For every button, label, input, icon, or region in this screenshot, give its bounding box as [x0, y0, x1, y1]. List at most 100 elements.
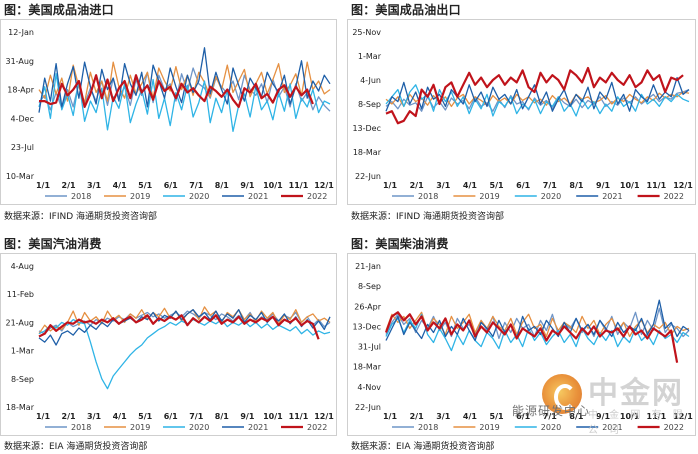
- panel-diesel: 图：美国柴油消费 21-Jan 8-Sep 26-Apr 13-Dec 31-Jul 18…: [347, 234, 698, 454]
- x-tick-label: 7/1: [189, 412, 203, 421]
- x-tick-label: 11/1: [647, 181, 667, 190]
- panel-gasoline: 图：美国汽油消费 4-Aug 11-Feb 21-Aug 1-Mar 8-Sep 18-M…: [0, 234, 338, 454]
- x-tick-label: 1/1: [383, 181, 397, 190]
- x-tick-label: 2/1: [410, 181, 424, 190]
- x-tick-label: 12/1: [673, 412, 693, 421]
- legend-label: 2018: [71, 192, 91, 201]
- x-tick-label: 5/1: [138, 412, 152, 421]
- legend-label: 2021: [248, 192, 268, 201]
- x-tick-label: 4/1: [113, 412, 127, 421]
- x-tick-label: 5/1: [490, 181, 504, 190]
- x-tick-label: 8/1: [569, 181, 583, 190]
- x-tick-label: 11/1: [647, 412, 667, 421]
- x-tick-label: 6/1: [164, 181, 178, 190]
- panel-imports: 图：美国成品油进口 12-Jan 31-Aug 18-Apr 4-Dec 23-Jul 1…: [0, 0, 338, 226]
- x-tick-label: 4/1: [113, 181, 127, 190]
- y-tick-label: 4-Dec: [11, 114, 34, 123]
- chart-frame: 12-Jan 31-Aug 18-Apr 4-Dec 23-Jul 10-Mar 1/1 2/…: [0, 19, 337, 205]
- x-tick-label: 11/1: [289, 412, 309, 421]
- chart-frame: 21-Jan 8-Sep 26-Apr 13-Dec 31-Jul 18-Mar 4-Nov…: [347, 253, 696, 436]
- legend-label: 2022: [664, 192, 684, 201]
- y-tick-label: 26-Apr: [354, 302, 381, 311]
- y-tick-label: 31-Aug: [5, 57, 34, 66]
- y-tick-label: 1-Mar: [358, 52, 382, 61]
- y-tick-label: 13-Dec: [352, 124, 381, 133]
- legend-label: 2021: [602, 192, 622, 201]
- x-tick-label: 12/1: [314, 181, 334, 190]
- series-line-2020: [38, 73, 331, 133]
- x-tick-label: 5/1: [138, 181, 152, 190]
- source-note: 数据来源：EIA 海通期货投资咨询部: [351, 442, 495, 452]
- panel-title: 图：美国柴油消费: [351, 237, 449, 251]
- x-tick-label: 7/1: [189, 181, 203, 190]
- x-tick-label: 6/1: [164, 412, 178, 421]
- x-tick-label: 4/1: [463, 181, 477, 190]
- y-tick-label: 18-Mar: [353, 363, 382, 372]
- x-tick-label: 6/1: [516, 181, 530, 190]
- legend-label: 2022: [664, 423, 684, 432]
- source-note: 数据来源：EIA 海通期货投资咨询部: [4, 442, 148, 452]
- x-tick-label: 12/1: [314, 412, 334, 421]
- legend-label: 2020: [541, 423, 561, 432]
- legend-label: 2021: [602, 423, 622, 432]
- chart-frame: 4-Aug 11-Feb 21-Aug 1-Mar 8-Sep 18-Mar 1/1 2/1 3…: [0, 253, 337, 436]
- series-line-2022: [38, 314, 320, 340]
- x-tick-label: 1/1: [383, 412, 397, 421]
- x-tick-label: 1/1: [36, 181, 50, 190]
- y-tick-label: 18-Mar: [6, 403, 35, 412]
- x-tick-label: 10/1: [620, 412, 640, 421]
- x-tick-label: 10/1: [263, 181, 283, 190]
- y-tick-label: 12-Jan: [8, 28, 34, 37]
- source-note: 数据来源：IFIND 海通期货投资咨询部: [4, 212, 158, 222]
- x-tick-label: 7/1: [543, 412, 557, 421]
- y-tick-label: 10-Mar: [6, 172, 35, 181]
- line-chart: 21-Jan 8-Sep 26-Apr 13-Dec 31-Jul 18-Mar 4-Nov…: [352, 262, 693, 432]
- x-tick-label: 4/1: [463, 412, 477, 421]
- legend-label: 2018: [418, 192, 438, 201]
- x-tick-label: 9/1: [596, 412, 610, 421]
- x-tick-label: 2/1: [62, 412, 76, 421]
- legend-label: 2018: [418, 423, 438, 432]
- y-tick-label: 31-Jul: [358, 343, 381, 352]
- legend-label: 2020: [189, 423, 209, 432]
- series-line-2021: [38, 309, 331, 346]
- legend-label: 2020: [189, 192, 209, 201]
- chart-frame: 25-Nov 1-Mar 4-Jun 8-Sep 13-Dec 18-Mar 22-Jun 1…: [347, 19, 696, 205]
- x-tick-label: 2/1: [410, 412, 424, 421]
- y-tick-label: 1-Mar: [11, 347, 35, 356]
- y-tick-label: 22-Jun: [355, 403, 381, 412]
- x-tick-label: 2/1: [62, 181, 76, 190]
- series-line-2019: [38, 61, 331, 104]
- y-tick-label: 4-Aug: [11, 262, 34, 271]
- x-tick-label: 3/1: [436, 412, 450, 421]
- legend-label: 2020: [541, 192, 561, 201]
- y-tick-label: 18-Mar: [353, 148, 382, 157]
- y-tick-label: 4-Jun: [360, 76, 381, 85]
- series-line-2020: [38, 318, 331, 390]
- x-tick-label: 5/1: [490, 412, 504, 421]
- y-tick-label: 13-Dec: [352, 322, 381, 331]
- y-tick-label: 8-Sep: [358, 282, 381, 291]
- y-tick-label: 23-Jul: [11, 143, 34, 152]
- x-tick-label: 10/1: [620, 181, 640, 190]
- y-tick-label: 21-Aug: [5, 318, 34, 327]
- source-note: 数据来源：IFIND 海通期货投资咨询部: [351, 212, 505, 222]
- x-tick-label: 3/1: [87, 181, 101, 190]
- x-tick-label: 3/1: [436, 181, 450, 190]
- legend-label: 2022: [307, 423, 327, 432]
- y-tick-label: 25-Nov: [352, 28, 381, 37]
- y-tick-label: 22-Jun: [355, 172, 381, 181]
- x-tick-label: 8/1: [215, 412, 229, 421]
- legend-label: 2019: [479, 192, 499, 201]
- x-tick-label: 6/1: [516, 412, 530, 421]
- legend-label: 2018: [71, 423, 91, 432]
- series-line-2020: [385, 313, 690, 352]
- panel-title: 图：美国成品油进口: [4, 3, 114, 17]
- legend-label: 2019: [130, 192, 150, 201]
- x-tick-label: 1/1: [36, 412, 50, 421]
- panel-exports: 图：美国成品油出口 25-Nov 1-Mar 4-Jun 8-Sep 13-Dec 18-…: [347, 0, 698, 226]
- x-tick-label: 7/1: [543, 181, 557, 190]
- x-tick-label: 8/1: [569, 412, 583, 421]
